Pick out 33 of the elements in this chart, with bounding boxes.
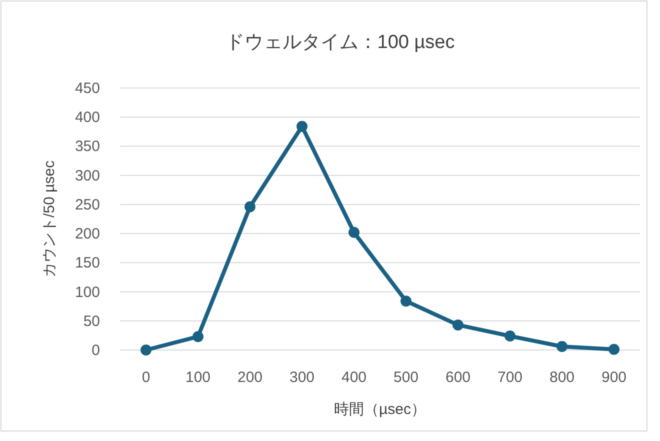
y-tick-label: 0	[92, 342, 100, 359]
x-tick-label: 300	[289, 369, 315, 386]
point	[348, 226, 360, 238]
x-tick-label: 600	[445, 369, 471, 386]
y-tick-label: 300	[74, 167, 100, 184]
y-tick-label: 250	[74, 196, 100, 214]
x-tick-label: 500	[393, 369, 419, 386]
x-tick-label: 0	[142, 369, 150, 386]
y-tick-label: 150	[74, 254, 100, 272]
chart-title: ドウェルタイム：100 µsec	[225, 32, 455, 53]
x-tick-label: 400	[341, 369, 367, 386]
y-tick-label: 100	[74, 284, 100, 301]
y-tick-label: 400	[74, 109, 100, 126]
x-axis-title: 時間（µsec）	[334, 401, 426, 418]
point	[608, 344, 620, 355]
point	[504, 330, 516, 342]
point	[192, 331, 204, 342]
x-tick-label: 100	[185, 369, 211, 386]
point	[400, 296, 412, 307]
y-tick-label: 450	[74, 80, 100, 97]
point	[452, 319, 464, 330]
x-tick-label: 900	[601, 369, 627, 386]
y-tick-label: 350	[74, 138, 100, 156]
y-tick-label: 200	[74, 226, 100, 243]
y-axis-title: カウント/50 µsec	[41, 160, 58, 278]
y-tick-label: 50	[83, 312, 100, 330]
point	[140, 344, 152, 356]
point	[296, 120, 308, 132]
point	[244, 201, 256, 212]
point	[556, 341, 568, 352]
x-tick-label: 800	[549, 369, 575, 386]
x-tick-label: 200	[237, 369, 263, 386]
x-tick-label: 700	[497, 369, 523, 386]
